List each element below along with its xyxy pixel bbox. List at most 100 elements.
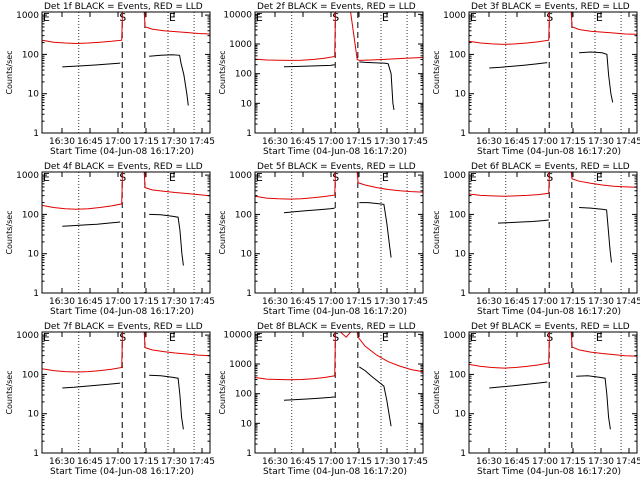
y-tick-label: 100 — [449, 210, 466, 220]
x-tick-label: 17:15 — [560, 457, 586, 467]
x-tick-label: 16:45 — [504, 137, 530, 147]
x-tick-label: 16:30 — [262, 297, 288, 307]
black-series-line — [62, 221, 121, 227]
end-marker: E — [596, 331, 603, 344]
black-series-line — [283, 64, 335, 68]
x-tick-label: 17:15 — [346, 457, 372, 467]
x-tick-label: 16:45 — [504, 457, 530, 467]
x-tick-label: 17:00 — [318, 457, 344, 467]
x-tick-label: 17:30 — [588, 137, 614, 147]
black-series-line — [489, 381, 548, 389]
panel-title: Det 2f BLACK = Events, RED = LLD — [257, 2, 416, 12]
x-tick-label: 17:45 — [189, 457, 215, 467]
y-tick-label: 10 — [455, 90, 467, 100]
black-series-line — [359, 202, 392, 258]
panel-title: Det 4f BLACK = Events, RED = LLD — [44, 162, 203, 172]
x-tick-label: 17:30 — [161, 137, 187, 147]
y-tick-label: 100 — [22, 370, 39, 380]
end-marker: E — [169, 11, 176, 24]
panel-det-3: Det 3f BLACK = Events, RED = LLD Counts/s… — [432, 2, 640, 157]
panel-title: Det 5f BLACK = Events, RED = LLD — [257, 162, 416, 172]
y-tick-label: 1 — [33, 449, 39, 459]
x-tick-label: 16:30 — [49, 297, 75, 307]
x-tick-label: 17:45 — [189, 297, 215, 307]
y-tick-label: 10 — [28, 410, 40, 420]
x-tick-label: 17:30 — [374, 297, 400, 307]
black-series-line — [576, 375, 611, 430]
x-tick-label: 17:30 — [374, 137, 400, 147]
y-axis-label: Counts/sec — [218, 210, 227, 254]
panel-det-7: Det 7f BLACK = Events, RED = LLD Counts/s… — [5, 322, 215, 477]
y-tick-label: 10 — [455, 410, 467, 420]
x-tick-label: 17:15 — [346, 137, 372, 147]
x-axis-label: Start Time (04-Jun-08 16:17:20) — [50, 467, 194, 477]
end-marker: E — [169, 171, 176, 184]
x-axis-label: Start Time (04-Jun-08 16:17:20) — [50, 147, 194, 157]
x-tick-label: 16:30 — [49, 457, 75, 467]
x-tick-label: 17:15 — [133, 137, 159, 147]
y-axis-label: Counts/sec — [432, 210, 441, 254]
x-axis-label: Start Time (04-Jun-08 16:17:20) — [263, 147, 407, 157]
panel-title: Det 6f BLACK = Events, RED = LLD — [471, 162, 630, 172]
panel-title: Det 1f BLACK = Events, RED = LLD — [44, 2, 203, 12]
end-marker: E — [382, 11, 389, 24]
x-tick-label: 16:45 — [290, 137, 316, 147]
y-axis-label: Counts/sec — [5, 370, 14, 414]
end-marker: E — [596, 171, 603, 184]
black-series-line — [497, 219, 549, 224]
red-series-line — [254, 331, 424, 381]
y-tick-label: 10 — [241, 419, 253, 429]
x-tick-label: 16:30 — [262, 457, 288, 467]
y-axis-label: Counts/sec — [5, 50, 14, 94]
panel-det-4: Det 4f BLACK = Events, RED = LLD Counts/s… — [5, 162, 215, 317]
y-tick-label: 10000 — [223, 10, 252, 20]
x-tick-label: 17:45 — [189, 137, 215, 147]
end-marker: E — [470, 331, 477, 344]
black-series-line — [359, 61, 395, 110]
y-tick-label: 1 — [460, 129, 466, 139]
y-axis-label: Counts/sec — [218, 50, 227, 94]
y-tick-label: 1000 — [16, 331, 39, 341]
x-axis-label: Start Time (04-Jun-08 16:17:20) — [263, 467, 407, 477]
x-tick-label: 17:45 — [616, 457, 640, 467]
x-tick-label: 17:30 — [161, 297, 187, 307]
black-series-line — [579, 207, 612, 263]
y-tick-label: 1 — [33, 129, 39, 139]
y-tick-label: 100 — [22, 210, 39, 220]
end-marker: E — [382, 171, 389, 184]
plot-frame — [41, 331, 211, 454]
x-tick-label: 17:15 — [346, 297, 372, 307]
y-axis-label: Counts/sec — [5, 210, 14, 254]
plot-frame — [468, 171, 638, 294]
x-axis-label: Start Time (04-Jun-08 16:17:20) — [477, 307, 621, 317]
x-tick-label: 17:30 — [588, 457, 614, 467]
end-marker: E — [43, 11, 50, 24]
panel-det-6: Det 6f BLACK = Events, RED = LLD Counts/s… — [432, 162, 640, 317]
panel-title: Det 3f BLACK = Events, RED = LLD — [471, 2, 630, 12]
y-tick-label: 1 — [460, 289, 466, 299]
plot-frame — [41, 11, 211, 134]
x-tick-label: 17:00 — [318, 137, 344, 147]
x-tick-label: 17:45 — [616, 137, 640, 147]
panel-title: Det 9f BLACK = Events, RED = LLD — [471, 322, 630, 332]
black-series-line — [149, 213, 184, 266]
y-tick-label: 10 — [28, 90, 40, 100]
x-tick-label: 16:45 — [77, 137, 103, 147]
y-tick-label: 100 — [235, 390, 252, 400]
end-marker: E — [256, 171, 263, 184]
y-axis-label: Counts/sec — [432, 370, 441, 414]
y-tick-label: 10 — [455, 250, 467, 260]
y-tick-label: 1000 — [443, 11, 466, 21]
end-marker: E — [43, 171, 50, 184]
y-tick-label: 10 — [241, 250, 253, 260]
x-tick-label: 16:45 — [290, 297, 316, 307]
black-series-line — [283, 396, 335, 401]
x-tick-label: 16:45 — [504, 297, 530, 307]
x-axis-label: Start Time (04-Jun-08 16:17:20) — [50, 307, 194, 317]
x-tick-label: 17:15 — [133, 457, 159, 467]
x-tick-label: 16:30 — [476, 457, 502, 467]
x-tick-label: 16:30 — [49, 137, 75, 147]
x-tick-label: 17:00 — [105, 297, 131, 307]
x-tick-label: 16:45 — [290, 457, 316, 467]
panel-det-8: Det 8f BLACK = Events, RED = LLD Counts/s… — [218, 322, 428, 477]
